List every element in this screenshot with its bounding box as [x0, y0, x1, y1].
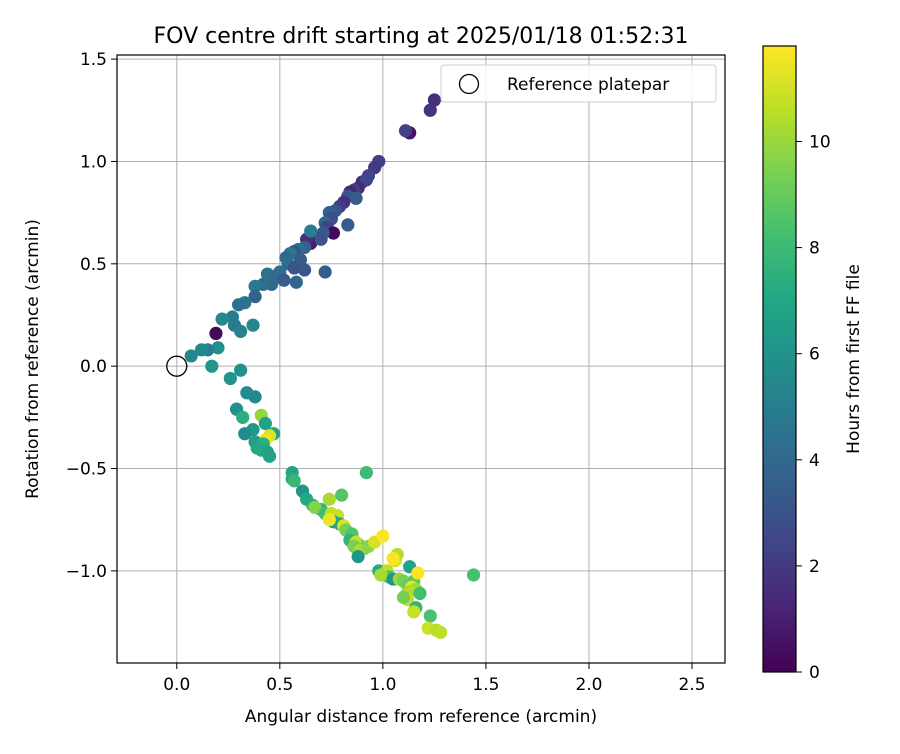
data-point [374, 568, 388, 582]
x-axis-ticks: 0.0 0.5 1.0 1.5 2.0 2.5 [163, 663, 706, 695]
x-tick-label: 0.0 [163, 675, 190, 695]
data-point [322, 492, 336, 506]
y-tick-label: 1.0 [80, 152, 107, 172]
legend: Reference platepar [440, 64, 717, 103]
data-point [407, 605, 421, 619]
data-point [194, 343, 209, 357]
reference-platepar-marker [166, 355, 188, 377]
data-point [304, 224, 318, 238]
data-point [236, 410, 250, 424]
data-point [232, 298, 246, 312]
data-point [386, 551, 400, 566]
y-tick-label: −1.0 [66, 562, 107, 582]
y-tick-label: 0.0 [80, 357, 107, 377]
data-point [466, 568, 481, 582]
data-point [326, 226, 341, 240]
y-tick-label: −0.5 [66, 460, 107, 480]
reference-marker [166, 355, 188, 377]
colorbar-tick-label: 6 [809, 345, 820, 365]
x-tick-label: 2.0 [575, 675, 602, 695]
data-point [314, 232, 328, 246]
data-point [287, 474, 301, 488]
data-point [258, 416, 272, 431]
data-point [376, 529, 390, 543]
legend-box [440, 64, 717, 103]
data-point [248, 390, 262, 404]
x-tick-label: 1.0 [369, 675, 396, 695]
y-tick-label: 1.5 [80, 50, 107, 70]
data-point [184, 349, 198, 363]
x-tick-label: 2.5 [679, 675, 706, 695]
data-point [223, 371, 237, 386]
data-point [423, 609, 437, 623]
x-tick-label: 1.5 [472, 675, 499, 695]
data-point [359, 466, 373, 480]
x-tick-label: 0.5 [266, 675, 293, 695]
data-point [427, 93, 441, 107]
data-point [289, 275, 303, 289]
colorbar [762, 45, 797, 673]
data-point [322, 513, 336, 527]
colorbar-tick-label: 10 [809, 132, 831, 152]
data-point [238, 427, 252, 441]
colorbar-ticks: 0 2 4 6 8 10 [796, 132, 831, 683]
legend-marker-icon [458, 73, 480, 95]
data-point [308, 500, 322, 515]
data-point [246, 318, 260, 332]
data-points [184, 93, 481, 639]
data-point [277, 273, 291, 287]
data-point [396, 590, 411, 605]
data-point [359, 173, 373, 187]
data-point [209, 326, 223, 341]
y-tick-label: 0.5 [80, 255, 107, 275]
chart-title: FOV centre drift starting at 2025/01/18 … [154, 24, 689, 49]
data-point [349, 191, 363, 205]
data-point [433, 625, 448, 639]
y-axis-label: Rotation from reference (arcmin) [23, 219, 43, 499]
data-point [297, 263, 312, 277]
colorbar-tick-label: 4 [809, 451, 820, 471]
data-point [335, 488, 349, 502]
colorbar-tick-label: 8 [809, 239, 820, 259]
x-axis-label: Angular distance from reference (arcmin) [245, 707, 597, 727]
colorbar-tick-label: 0 [809, 663, 820, 683]
data-point [234, 363, 248, 377]
data-point [234, 324, 248, 338]
data-point [248, 279, 262, 293]
data-point [318, 265, 332, 279]
data-point [262, 449, 277, 463]
data-point [215, 312, 229, 326]
data-point [205, 359, 219, 373]
data-point [398, 124, 413, 138]
data-point [411, 566, 425, 580]
y-axis-ticks: 1.5 1.0 0.5 0.0 −0.5 −1.0 [66, 50, 117, 582]
data-point [413, 586, 427, 600]
colorbar-tick-label: 2 [809, 557, 820, 577]
colorbar-label: Hours from first FF file [844, 264, 864, 454]
data-point [351, 549, 365, 564]
data-point [423, 103, 437, 117]
data-point [341, 218, 355, 232]
legend-label: Reference platepar [507, 75, 669, 95]
plot-frame [116, 54, 726, 664]
data-point [248, 289, 262, 304]
data-point [211, 341, 225, 355]
data-point [287, 261, 301, 275]
